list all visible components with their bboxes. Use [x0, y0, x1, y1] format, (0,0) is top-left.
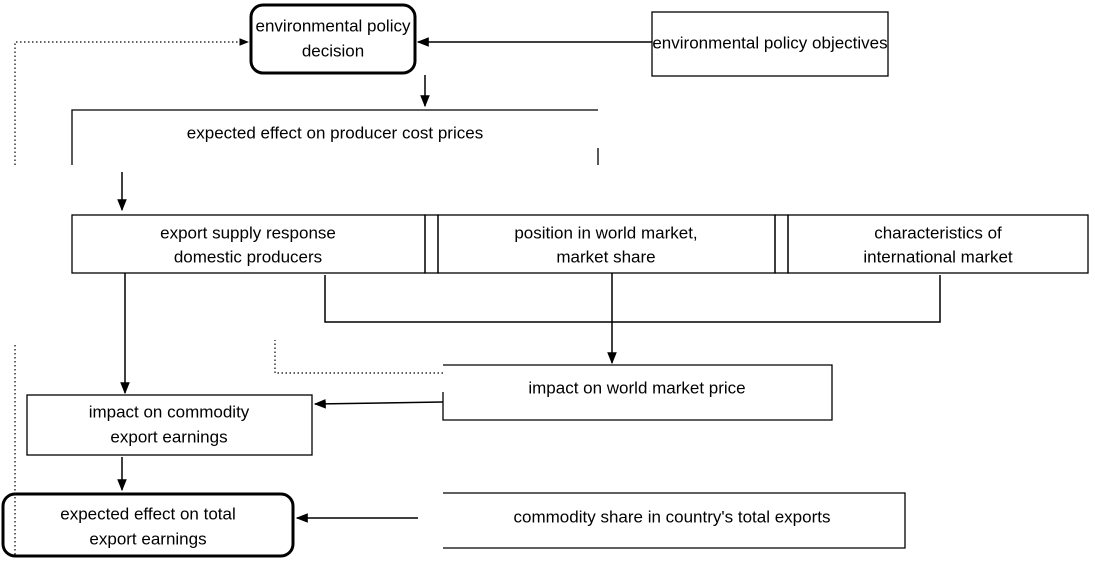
node-box	[26, 394, 313, 456]
node-box	[442, 364, 833, 421]
node-label: characteristics of	[874, 223, 1002, 242]
node-label: export supply response	[160, 223, 336, 242]
node-box	[651, 11, 889, 77]
node-box	[424, 214, 439, 274]
node-label: environmental policy objectives	[652, 33, 887, 52]
dotted-arrow	[14, 38, 249, 165]
node-label: expected effect on producer cost prices	[187, 123, 483, 142]
dotted-line	[274, 340, 443, 374]
node-label: international market	[863, 247, 1013, 266]
node-label: decision	[302, 41, 364, 60]
node-label: market share	[556, 247, 655, 266]
node-label: environmental policy	[256, 16, 411, 35]
node-label: position in world market,	[514, 223, 697, 242]
node-box	[443, 492, 906, 549]
node-label: export earnings	[110, 427, 227, 446]
node-label: domestic producers	[174, 247, 322, 266]
arrow	[313, 399, 444, 409]
node-box	[249, 3, 417, 75]
node-label: expected effect on total	[60, 504, 235, 523]
node-box	[774, 214, 789, 274]
connector	[324, 275, 941, 323]
node-label: commodity share in country's total expor…	[514, 507, 831, 526]
node-box	[1, 492, 295, 558]
node-label: impact on world market price	[528, 378, 745, 397]
node-box	[787, 214, 1089, 274]
node-box	[71, 109, 599, 165]
node-label: export earnings	[89, 529, 206, 548]
node-label: impact on commodity	[89, 402, 250, 421]
